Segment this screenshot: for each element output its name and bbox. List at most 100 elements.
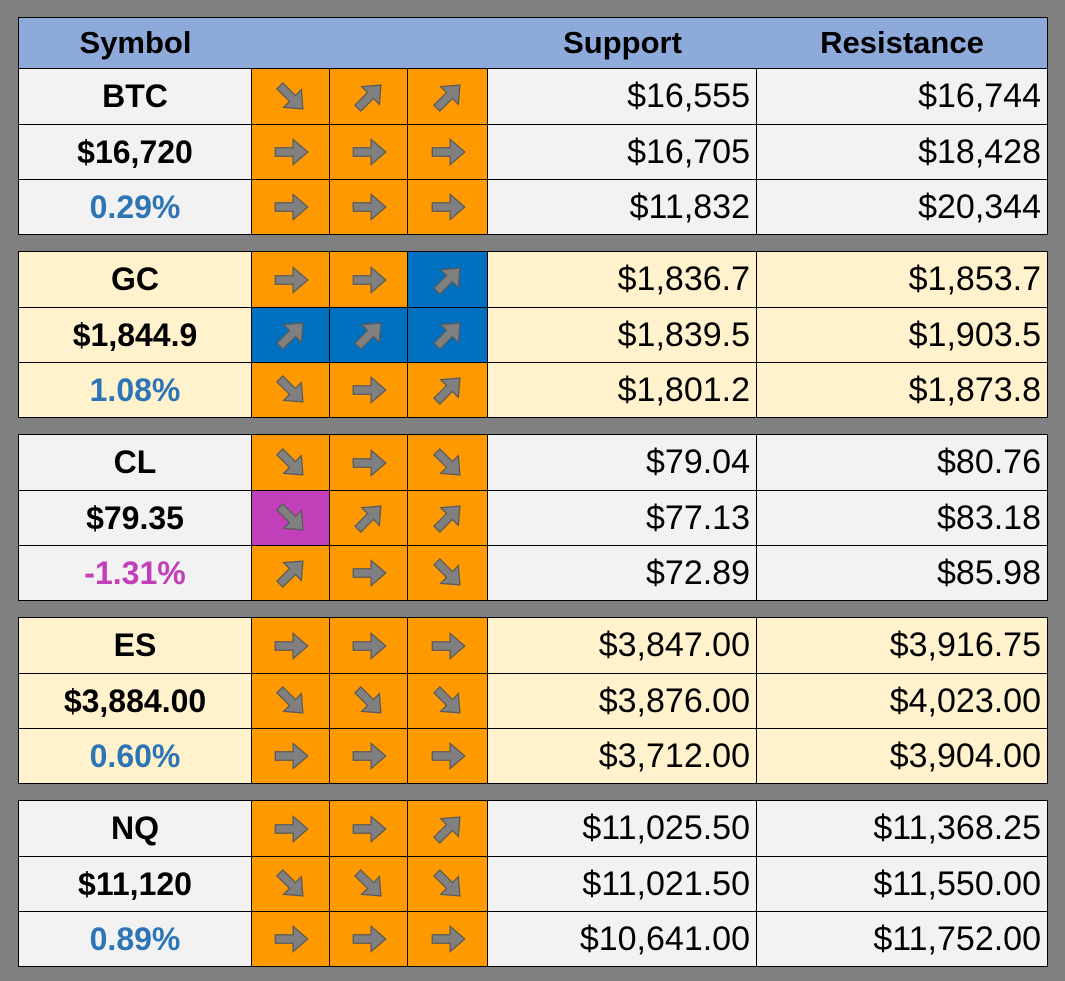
price-cell[interactable]: $79.35 [19, 491, 252, 545]
arrow-right-icon [352, 631, 387, 660]
trend-cell[interactable] [330, 618, 408, 673]
support-cell[interactable]: $11,832 [488, 180, 757, 234]
support-cell[interactable]: $3,876.00 [488, 674, 757, 728]
symbol-cell[interactable]: NQ [19, 801, 252, 856]
trend-cell[interactable] [408, 801, 488, 856]
trend-cell[interactable] [252, 180, 330, 234]
groups-container: BTC $16,555 $16,744 $16,720 $16,705 $18,428 0.… [18, 69, 1048, 967]
header-resistance[interactable]: Resistance [820, 25, 984, 60]
support-cell[interactable]: $16,555 [488, 69, 757, 124]
trend-cell[interactable] [252, 69, 330, 124]
symbol-cell[interactable]: CL [19, 435, 252, 490]
trend-cell[interactable] [408, 180, 488, 234]
trend-cell[interactable] [408, 69, 488, 124]
trend-cell[interactable] [408, 729, 488, 783]
trend-cell[interactable] [252, 491, 330, 545]
trend-cell[interactable] [330, 491, 408, 545]
trend-cell[interactable] [330, 435, 408, 490]
trend-cell[interactable] [252, 308, 330, 362]
trend-cell[interactable] [408, 491, 488, 545]
support-cell[interactable]: $1,839.5 [488, 308, 757, 362]
trend-cell[interactable] [330, 252, 408, 307]
trend-cell[interactable] [330, 69, 408, 124]
resistance-cell[interactable]: $83.18 [937, 498, 1041, 537]
trend-cell[interactable] [252, 618, 330, 673]
support-cell[interactable]: $11,021.50 [488, 857, 757, 911]
header-symbol[interactable]: Symbol [79, 25, 192, 60]
resistance-cell[interactable]: $80.76 [937, 443, 1041, 481]
arrow-right-icon [352, 265, 387, 294]
trend-cell[interactable] [330, 363, 408, 417]
price-cell[interactable]: $11,120 [19, 857, 252, 911]
symbol-cell[interactable]: GC [19, 252, 252, 307]
table-header: Symbol Support Resistance [18, 17, 1048, 69]
resistance-cell[interactable]: $85.98 [937, 553, 1041, 592]
trend-cell[interactable] [408, 125, 488, 179]
trend-cell[interactable] [252, 125, 330, 179]
resistance-cell[interactable]: $11,368.25 [873, 809, 1041, 847]
trend-cell[interactable] [408, 308, 488, 362]
trend-arrows [252, 252, 488, 307]
support-cell[interactable]: $72.89 [488, 546, 757, 600]
trend-cell[interactable] [330, 308, 408, 362]
symbol-cell[interactable]: ES [19, 618, 252, 673]
price-cell[interactable]: $1,844.9 [19, 308, 252, 362]
resistance-cell[interactable]: $16,744 [918, 77, 1041, 115]
change-cell[interactable]: 1.08% [19, 363, 252, 417]
symbol-cell[interactable]: BTC [19, 69, 252, 124]
support-cell[interactable]: $11,025.50 [488, 801, 757, 856]
support-cell[interactable]: $3,847.00 [488, 618, 757, 673]
resistance-cell[interactable]: $1,873.8 [908, 370, 1041, 409]
support-cell[interactable]: $10,641.00 [488, 912, 757, 966]
trend-cell[interactable] [252, 801, 330, 856]
support-cell[interactable]: $79.04 [488, 435, 757, 490]
trend-cell[interactable] [408, 857, 488, 911]
trend-cell[interactable] [408, 363, 488, 417]
resistance-cell[interactable]: $1,903.5 [908, 315, 1041, 354]
resistance-cell[interactable]: $11,550.00 [873, 864, 1041, 903]
price-cell[interactable]: $16,720 [19, 125, 252, 179]
trend-cell[interactable] [330, 180, 408, 234]
trend-cell[interactable] [252, 435, 330, 490]
trend-cell[interactable] [408, 674, 488, 728]
trend-cell[interactable] [330, 801, 408, 856]
trend-cell[interactable] [252, 252, 330, 307]
trend-cell[interactable] [252, 363, 330, 417]
resistance-cell[interactable]: $11,752.00 [873, 919, 1041, 958]
support-cell[interactable]: $1,801.2 [488, 363, 757, 417]
price-cell[interactable]: $3,884.00 [19, 674, 252, 728]
trend-cell[interactable] [408, 912, 488, 966]
resistance-cell[interactable]: $3,904.00 [889, 736, 1041, 775]
trend-cell[interactable] [330, 729, 408, 783]
change-cell[interactable]: -1.31% [19, 546, 252, 600]
support-cell[interactable]: $3,712.00 [488, 729, 757, 783]
trend-cell[interactable] [408, 546, 488, 600]
trend-cell[interactable] [330, 912, 408, 966]
resistance-cell[interactable]: $18,428 [918, 132, 1041, 171]
trend-cell[interactable] [252, 546, 330, 600]
trend-cell[interactable] [330, 674, 408, 728]
trend-cell[interactable] [408, 435, 488, 490]
trend-cell[interactable] [252, 857, 330, 911]
trend-cell[interactable] [408, 618, 488, 673]
trend-arrows [252, 180, 488, 234]
trend-cell[interactable] [330, 857, 408, 911]
support-cell[interactable]: $1,836.7 [488, 252, 757, 307]
change-cell[interactable]: 0.60% [19, 729, 252, 783]
trend-cell[interactable] [330, 546, 408, 600]
trend-cell[interactable] [408, 252, 488, 307]
resistance-cell[interactable]: $3,916.75 [889, 626, 1041, 664]
trend-cell[interactable] [330, 125, 408, 179]
change-cell[interactable]: 0.29% [19, 180, 252, 234]
support-cell[interactable]: $77.13 [488, 491, 757, 545]
resistance-cell[interactable]: $1,853.7 [908, 260, 1041, 298]
trend-cell[interactable] [252, 674, 330, 728]
trend-cell[interactable] [252, 729, 330, 783]
arrow-down-right-icon [275, 686, 304, 714]
change-cell[interactable]: 0.89% [19, 912, 252, 966]
header-support[interactable]: Support [563, 25, 682, 60]
support-cell[interactable]: $16,705 [488, 125, 757, 179]
resistance-cell[interactable]: $4,023.00 [889, 681, 1041, 720]
resistance-cell[interactable]: $20,344 [918, 187, 1041, 226]
trend-cell[interactable] [252, 912, 330, 966]
